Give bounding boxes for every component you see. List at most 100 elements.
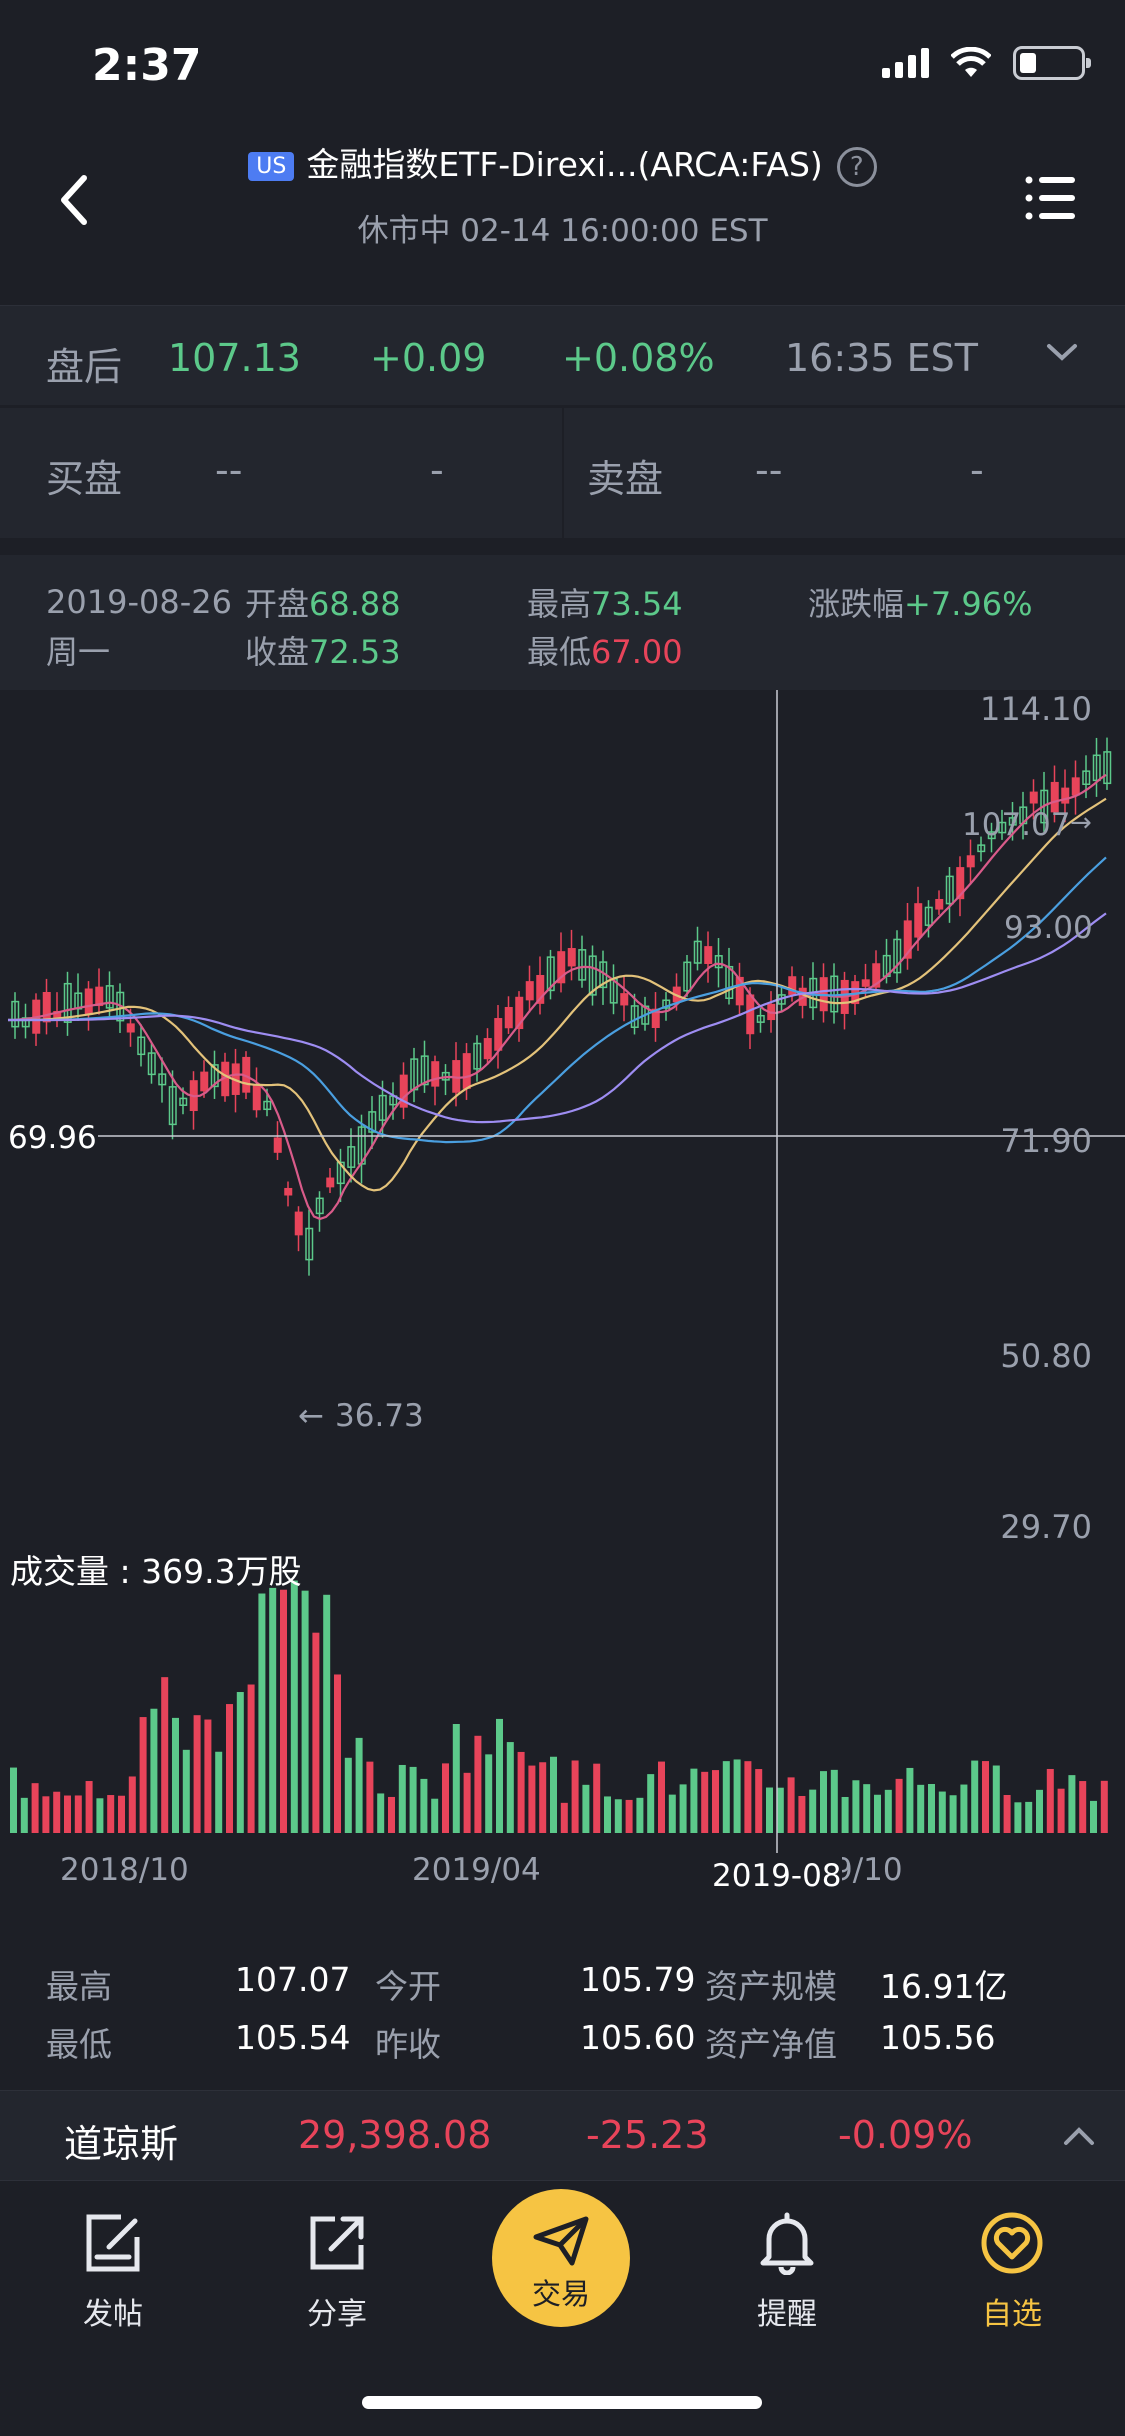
volume-bar <box>614 1799 622 1833</box>
candle-body <box>914 903 923 938</box>
candle-body <box>1103 751 1112 785</box>
volume-bar <box>128 1776 136 1833</box>
tab-watchlist[interactable]: 自选 <box>937 2211 1087 2333</box>
change-pct-field: 涨跌幅+7.96% <box>808 585 1033 623</box>
candle-body <box>1050 781 1059 813</box>
x-tick-label: 9/10 <box>833 1852 903 1888</box>
candle-body <box>105 985 114 1009</box>
volume-bar <box>258 1593 266 1833</box>
tab-alert[interactable]: 提醒 <box>712 2211 862 2333</box>
volume-bar <box>1046 1768 1054 1833</box>
crosshair-date-box <box>706 1853 842 1895</box>
stat-value: 105.79 <box>580 1960 696 1999</box>
volume-bar <box>733 1759 741 1833</box>
candle-body <box>200 1071 209 1092</box>
chevron-down-icon[interactable] <box>1045 340 1079 364</box>
page-title: US 金融指数ETF-Direxi...(ARCA:FAS)? <box>0 138 1125 187</box>
chevron-up-icon[interactable] <box>1062 2125 1096 2147</box>
candle-body <box>210 1064 219 1088</box>
volume-bar <box>766 1787 773 1833</box>
back-arrow-icon[interactable] <box>50 170 100 230</box>
candle-body <box>84 988 93 1015</box>
candle-body <box>536 974 545 1004</box>
after-hours-change-pct: +0.08% <box>562 336 715 380</box>
ask-volume: - <box>970 448 984 492</box>
candle-body <box>273 1137 282 1153</box>
candle-body <box>252 1084 261 1111</box>
volume-bar <box>960 1784 968 1833</box>
tab-post[interactable]: 发帖 <box>38 2211 188 2333</box>
stat-label: 资产净值 <box>705 2025 837 2064</box>
volume-bar <box>269 1587 277 1833</box>
candle-body <box>903 920 912 959</box>
ask-label: 卖盘 <box>587 457 664 501</box>
wifi-icon <box>951 47 991 77</box>
bottom-tab-bar: 发帖 分享 交易 提醒 自选 <box>0 2180 1125 2436</box>
candle-body <box>735 976 744 1006</box>
candle-body <box>137 1036 146 1056</box>
menu-list-icon[interactable] <box>1025 175 1075 221</box>
volume-bar <box>431 1798 439 1833</box>
stock-title: 金融指数ETF-Direxi...(ARCA:FAS) <box>306 145 823 184</box>
volume-bar <box>161 1677 169 1833</box>
candle-body <box>872 963 881 988</box>
high-field: 最高73.54 <box>527 585 683 623</box>
volume-bar <box>20 1797 28 1833</box>
candle-body <box>494 1018 503 1051</box>
volume-bar <box>485 1754 493 1833</box>
volume-bar <box>344 1757 352 1833</box>
after-hours-price: 107.13 <box>168 336 301 380</box>
paper-plane-icon <box>533 2216 589 2266</box>
volume-bar <box>647 1774 655 1833</box>
candle-body <box>683 961 692 992</box>
x-tick-label: 2018/10 <box>60 1852 189 1888</box>
volume-bar <box>863 1784 871 1833</box>
ask-price: -- <box>755 448 783 492</box>
after-hours-change: +0.09 <box>370 336 487 380</box>
candle-body <box>315 1197 324 1215</box>
volume-bar <box>949 1795 957 1833</box>
volume-bar <box>139 1717 147 1833</box>
battery-icon <box>1013 46 1091 80</box>
candle-body <box>336 1161 345 1185</box>
index-ticker[interactable]: 道琼斯 29,398.08 -25.23 -0.09% <box>0 2090 1125 2180</box>
price-chart[interactable]: 114.10 71.90 50.80 29.70 69.96 107.07 → … <box>0 690 1125 1920</box>
status-icons <box>882 46 1091 80</box>
after-hours-time: 16:35 EST <box>785 336 978 380</box>
volume-bar <box>517 1751 525 1833</box>
candle-body <box>284 1187 293 1196</box>
volume-bar <box>906 1767 914 1833</box>
bid-price: -- <box>215 448 243 492</box>
candlestick-series <box>11 737 1112 1276</box>
volume-bar <box>539 1762 547 1833</box>
after-hours-row[interactable]: 盘后 107.13 +0.09 +0.08% 16:35 EST <box>0 305 1125 405</box>
volume-bar <box>852 1780 860 1833</box>
volume-bar <box>820 1771 827 1833</box>
volume-bar <box>496 1718 503 1833</box>
candle-body <box>462 1053 471 1089</box>
candle-body <box>956 867 965 900</box>
candle-body <box>1071 777 1080 796</box>
candle-body <box>504 1006 513 1029</box>
volume-bar <box>798 1795 806 1833</box>
volume-bar <box>442 1763 449 1833</box>
volume-bar <box>96 1798 104 1833</box>
volume-bar <box>1003 1795 1011 1833</box>
moving-average-line <box>8 797 1107 1192</box>
volume-bar <box>560 1802 568 1833</box>
candle-body <box>987 831 996 840</box>
bid-label: 买盘 <box>46 457 123 501</box>
help-icon[interactable]: ? <box>836 146 877 187</box>
volume-bar <box>992 1765 1000 1833</box>
volume-bar <box>787 1777 795 1833</box>
candle-body <box>525 981 534 1001</box>
volume-bar <box>506 1742 514 1833</box>
edit-post-icon <box>86 2214 140 2272</box>
after-hours-label: 盘后 <box>46 345 123 389</box>
tab-trade[interactable]: 交易 <box>492 2189 630 2327</box>
volume-bar <box>884 1789 892 1833</box>
candle-body <box>546 956 555 992</box>
crosshair-price-box <box>0 1118 98 1156</box>
candle-body <box>42 991 51 1023</box>
tab-share[interactable]: 分享 <box>262 2211 412 2333</box>
